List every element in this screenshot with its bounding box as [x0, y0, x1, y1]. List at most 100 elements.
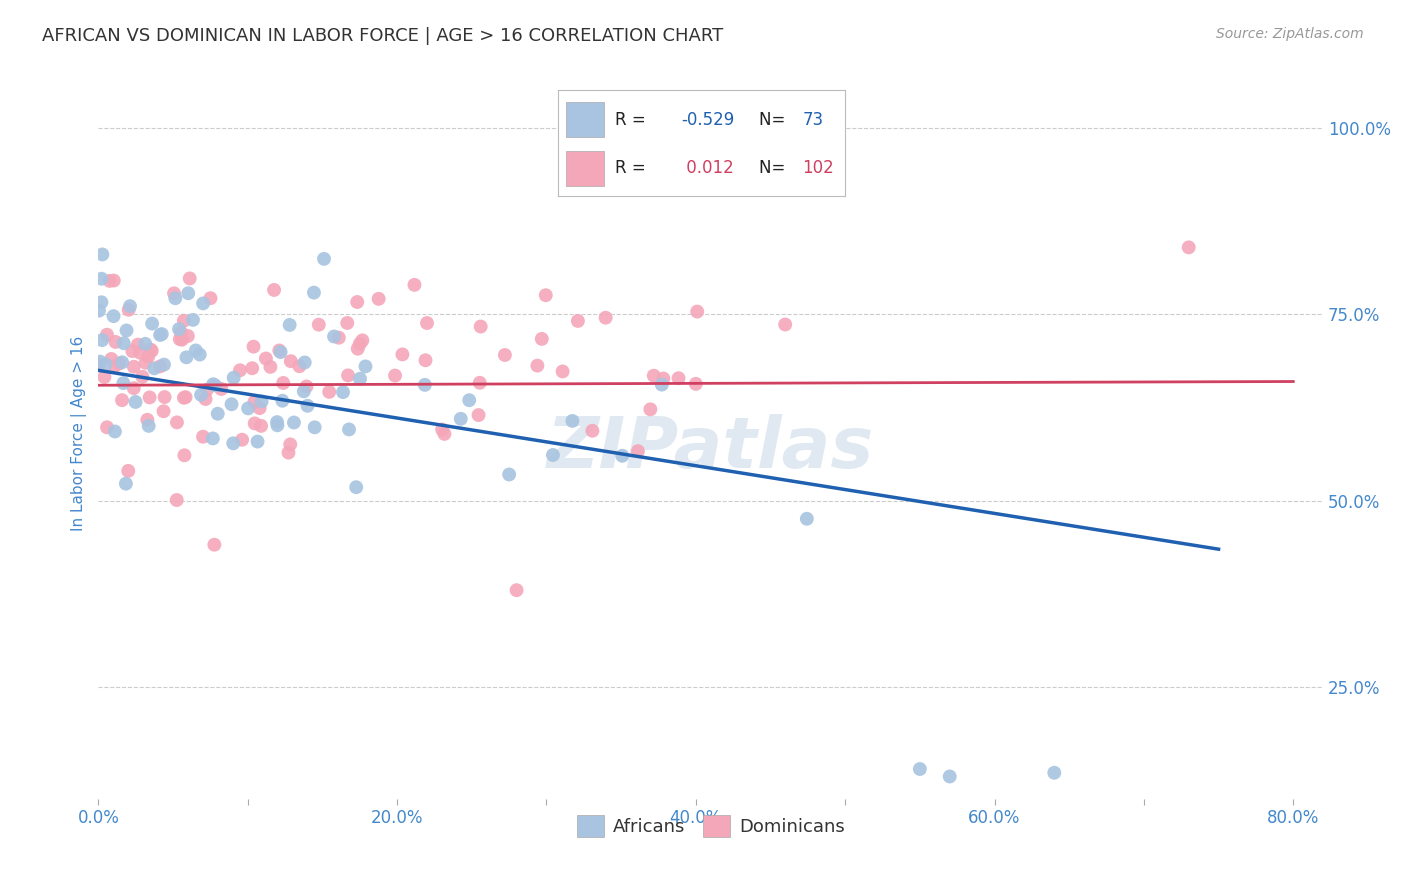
Point [294, 355, 316, 369]
Text: AFRICAN VS DOMINICAN IN LABOR FORCE | AGE > 16 CORRELATION CHART: AFRICAN VS DOMINICAN IN LABOR FORCE | AG… [42, 27, 724, 45]
Point [278, 318, 301, 332]
Point [231, 433, 253, 447]
Point [190, 388, 212, 402]
Point [541, 448, 564, 462]
Point [494, 348, 516, 362]
Point [391, 347, 413, 361]
Point [176, 351, 198, 365]
Point [134, 336, 156, 351]
Point [173, 448, 195, 462]
Point [115, 323, 138, 337]
Point [652, 371, 675, 385]
Point [349, 336, 371, 351]
Point [1043, 765, 1066, 780]
Point [98, 274, 121, 288]
Point [191, 430, 214, 444]
Point [498, 467, 520, 482]
Point [170, 333, 193, 347]
Point [240, 361, 263, 376]
Point [312, 252, 335, 266]
Point [505, 583, 527, 598]
Point [201, 432, 224, 446]
Point [136, 350, 159, 364]
Point [141, 317, 163, 331]
Point [332, 385, 354, 400]
Point [433, 426, 456, 441]
Point [413, 377, 436, 392]
Point [259, 359, 281, 374]
Point [122, 381, 145, 395]
Point [349, 372, 371, 386]
Point [271, 376, 294, 390]
Point [104, 334, 127, 349]
Point [277, 445, 299, 459]
Point [153, 390, 176, 404]
Point [627, 444, 650, 458]
Point [112, 376, 135, 390]
Point [150, 327, 173, 342]
Point [561, 414, 583, 428]
Point [236, 401, 259, 416]
Point [344, 480, 367, 494]
Point [651, 377, 673, 392]
Point [104, 425, 127, 439]
Text: ZIPatlas: ZIPatlas [547, 414, 875, 483]
Point [202, 538, 225, 552]
Point [103, 274, 125, 288]
Point [530, 332, 553, 346]
Point [138, 418, 160, 433]
Point [302, 285, 325, 300]
Point [96, 327, 118, 342]
Point [131, 369, 153, 384]
Point [323, 329, 346, 343]
Point [337, 368, 360, 383]
Point [283, 416, 305, 430]
Point [96, 420, 118, 434]
Point [254, 351, 277, 366]
Point [263, 283, 285, 297]
Point [612, 449, 634, 463]
Point [141, 343, 163, 358]
Point [271, 393, 294, 408]
Point [304, 420, 326, 434]
Point [87, 357, 110, 371]
Point [167, 322, 190, 336]
Point [121, 344, 143, 359]
Point [243, 395, 266, 409]
Point [118, 302, 141, 317]
Point [111, 393, 134, 408]
Point [209, 382, 232, 396]
Point [93, 370, 115, 384]
Y-axis label: In Labor Force | Age > 16: In Labor Force | Age > 16 [72, 336, 87, 532]
Point [165, 291, 187, 305]
Point [468, 376, 491, 390]
Point [249, 401, 271, 416]
Point [166, 416, 188, 430]
Point [129, 345, 152, 359]
Point [270, 345, 292, 359]
Point [328, 331, 350, 345]
Point [367, 292, 389, 306]
Point [91, 247, 114, 261]
Point [336, 316, 359, 330]
Point [115, 476, 138, 491]
Point [288, 359, 311, 374]
Point [111, 355, 134, 369]
Point [91, 333, 114, 347]
Point [1177, 240, 1199, 254]
Point [295, 379, 318, 393]
Point [534, 288, 557, 302]
Point [458, 393, 481, 408]
Point [143, 361, 166, 376]
Point [173, 391, 195, 405]
Point [112, 336, 135, 351]
Point [124, 395, 146, 409]
Point [169, 332, 191, 346]
Point [354, 359, 377, 374]
Point [153, 358, 176, 372]
Point [246, 434, 269, 449]
Point [204, 378, 226, 392]
Point [94, 357, 117, 371]
Point [181, 313, 204, 327]
Point [551, 364, 574, 378]
